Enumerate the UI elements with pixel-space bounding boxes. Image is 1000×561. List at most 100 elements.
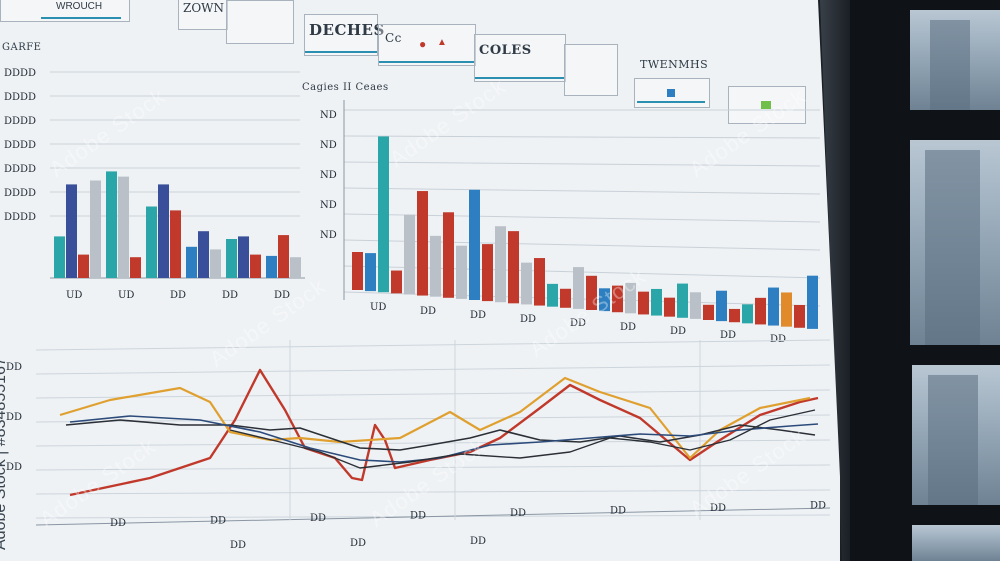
bar bbox=[755, 297, 766, 325]
bar bbox=[729, 308, 740, 323]
panel-title-2: COLES bbox=[479, 43, 532, 58]
bar bbox=[703, 304, 714, 320]
bar bbox=[456, 245, 467, 299]
gridline bbox=[35, 339, 831, 351]
bar bbox=[716, 290, 727, 322]
footer-label: DD bbox=[230, 540, 246, 551]
y-tick-label: ND bbox=[320, 170, 337, 181]
x-axis bbox=[35, 507, 831, 526]
bar bbox=[651, 288, 662, 316]
gridline bbox=[35, 464, 831, 471]
footer-label: DD bbox=[350, 538, 366, 549]
gridline bbox=[35, 489, 831, 495]
bar bbox=[560, 288, 571, 308]
y-tick-label: DDDD bbox=[4, 188, 36, 199]
bar bbox=[521, 262, 532, 305]
bar bbox=[210, 249, 221, 278]
x-tick-label: DD bbox=[710, 503, 726, 514]
bar bbox=[365, 253, 376, 292]
bar bbox=[768, 287, 779, 326]
bar bbox=[54, 236, 65, 278]
x-tick-label: DD bbox=[770, 334, 786, 345]
x-tick-label: DD bbox=[310, 513, 326, 524]
gridline bbox=[343, 187, 820, 195]
y-tick-label: DDDD bbox=[4, 68, 36, 79]
bar bbox=[198, 231, 209, 278]
x-tick-label: DD bbox=[110, 518, 126, 529]
y-tick-label: ND bbox=[320, 140, 337, 151]
indicator-icon: ● bbox=[419, 37, 427, 51]
gridline bbox=[343, 135, 820, 139]
watermark-id: Adobe Stock | #834855167 bbox=[0, 357, 9, 550]
bar bbox=[482, 244, 493, 302]
window-pane bbox=[912, 525, 1000, 561]
y-tick-label: DDDD bbox=[4, 116, 36, 127]
top-box: ZOWN bbox=[178, 0, 228, 30]
gridline bbox=[343, 239, 820, 251]
indicator-icon: ▲ bbox=[437, 37, 447, 48]
bar bbox=[106, 171, 117, 278]
bar bbox=[638, 291, 649, 315]
x-tick-label: DD bbox=[420, 306, 436, 317]
x-tick-label: DD bbox=[670, 326, 686, 337]
bar bbox=[352, 252, 363, 290]
bar bbox=[807, 275, 818, 329]
bar bbox=[625, 282, 636, 314]
y-tick-label: DD bbox=[6, 462, 22, 473]
x-tick-label: DD bbox=[510, 508, 526, 519]
gridline bbox=[35, 414, 831, 423]
bar bbox=[378, 136, 389, 293]
dashboard-screen: WROUCH ZOWN DECHES Cc ● ▲ COLES TWENMHS … bbox=[0, 0, 840, 561]
bar bbox=[794, 304, 805, 328]
y-tick-label: DDDD bbox=[4, 212, 36, 223]
bar bbox=[612, 285, 623, 313]
legend-box bbox=[634, 78, 710, 108]
top-left-text: WROUCH bbox=[56, 1, 103, 12]
bar bbox=[158, 184, 169, 278]
bar bbox=[391, 270, 402, 294]
left-panel-label: GARFE bbox=[2, 42, 42, 53]
gridline bbox=[35, 439, 831, 447]
bar bbox=[690, 292, 701, 319]
bar bbox=[547, 283, 558, 307]
x-tick-label: DD bbox=[570, 318, 586, 329]
bar bbox=[90, 180, 101, 278]
y-tick-label: ND bbox=[320, 230, 337, 241]
panel-box bbox=[564, 44, 618, 96]
y-tick-label: DDDD bbox=[4, 92, 36, 103]
x-tick-label: DD bbox=[274, 290, 290, 301]
y-tick-label: DDDD bbox=[4, 164, 36, 175]
y-tick-label: ND bbox=[320, 110, 337, 121]
city-building bbox=[930, 20, 970, 110]
bar bbox=[677, 283, 688, 318]
y-tick-label: DDDD bbox=[4, 140, 36, 151]
x-tick-label: DD bbox=[210, 516, 226, 527]
bar bbox=[226, 239, 237, 278]
gridline bbox=[35, 364, 831, 375]
bar bbox=[118, 176, 129, 278]
series-line bbox=[69, 415, 819, 463]
top-left-box: WROUCH bbox=[0, 0, 130, 22]
bar bbox=[781, 292, 792, 327]
gridline bbox=[35, 389, 831, 399]
series-line bbox=[229, 409, 816, 469]
mid-label: Cagies II Ceaes bbox=[302, 82, 389, 93]
bar bbox=[443, 212, 454, 298]
bar bbox=[266, 255, 277, 278]
top-box bbox=[226, 0, 294, 44]
bar bbox=[238, 236, 249, 278]
x-tick-label: UD bbox=[66, 290, 82, 301]
bar bbox=[146, 206, 157, 278]
bar bbox=[66, 184, 77, 278]
x-tick-label: DD bbox=[222, 290, 238, 301]
city-building bbox=[925, 150, 980, 345]
bar bbox=[170, 210, 181, 278]
line-chart: DD DD DD DD DD DD DD DD DD DD DD DD DD DD bbox=[6, 339, 831, 551]
bar bbox=[599, 288, 610, 312]
bar bbox=[742, 304, 753, 324]
bar bbox=[586, 275, 597, 310]
bar bbox=[664, 297, 675, 317]
y-tick-label: ND bbox=[320, 200, 337, 211]
bar bbox=[404, 214, 415, 295]
